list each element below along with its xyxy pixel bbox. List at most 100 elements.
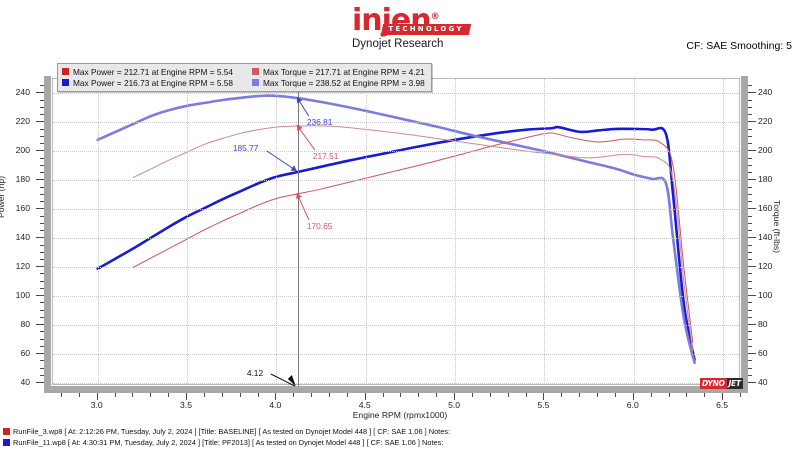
y-axis-right-tick-label: 200 xyxy=(758,145,773,156)
y-axis-right-tick-label: 100 xyxy=(758,290,773,301)
y-axis-left-tick-label: 180 xyxy=(15,174,30,185)
axis-tick xyxy=(748,179,756,181)
axis-tick xyxy=(748,222,752,224)
axis-tick xyxy=(40,367,44,369)
plot-canvas xyxy=(52,78,740,386)
axis-tick xyxy=(668,393,670,397)
grid-line-horizontal xyxy=(53,238,739,240)
axis-tick xyxy=(748,309,752,311)
legend-item-max-power-pf2013: Max Power = 216.73 at Engine RPM = 5.58 xyxy=(62,78,238,88)
axis-tick xyxy=(561,393,563,397)
grid-line-horizontal xyxy=(53,296,739,298)
x-axis-tick-label: 5.0 xyxy=(448,400,461,410)
axis-tick xyxy=(36,266,44,268)
chart-legend: Max Power = 212.71 at Engine RPM = 5.54 … xyxy=(57,63,432,92)
y-axis-right-bar xyxy=(741,76,748,387)
registered-mark-icon: ® xyxy=(430,12,440,22)
axis-tick xyxy=(748,324,756,326)
axis-tick xyxy=(722,393,724,400)
y-axis-left-tick-label: 160 xyxy=(15,203,30,214)
axis-tick xyxy=(203,393,205,397)
y-axis-left-tick-label: 40 xyxy=(20,377,30,388)
y-axis-right-tick-label: 40 xyxy=(758,377,768,388)
axis-tick xyxy=(40,230,44,232)
axis-tick xyxy=(748,143,752,145)
run-file-row-baseline: RunFile_3.wp8 [ At: 2:12:26 PM, Tuesday,… xyxy=(0,426,800,437)
grid-line-vertical xyxy=(276,79,278,384)
axis-tick xyxy=(748,114,752,116)
axis-tick xyxy=(40,114,44,116)
axis-tick xyxy=(748,266,756,268)
grid-line-horizontal xyxy=(53,180,739,182)
x-axis-title: Engine RPM (rpmx1000) xyxy=(352,410,448,420)
grid-line-vertical xyxy=(633,79,635,384)
axis-tick xyxy=(36,92,44,94)
axis-tick xyxy=(40,287,44,289)
axis-tick xyxy=(471,393,473,397)
x-axis-tick-label: 4.5 xyxy=(358,400,371,410)
axis-tick xyxy=(150,393,152,397)
legend-label: Max Torque = 217.71 at Engine RPM = 4.21 xyxy=(263,66,425,77)
axis-tick xyxy=(168,393,170,397)
axis-tick xyxy=(257,393,259,397)
grid-line-vertical xyxy=(544,79,546,384)
axis-tick xyxy=(489,393,491,397)
axis-tick xyxy=(40,143,44,145)
annotation-value-label: 236.81 xyxy=(306,117,333,128)
annotation-value-label: 185.77 xyxy=(232,143,259,153)
axis-tick xyxy=(60,393,62,397)
grid-line-vertical xyxy=(723,79,725,384)
y-axis-right-tick-label: 80 xyxy=(758,319,768,330)
axis-tick xyxy=(40,215,44,217)
axis-tick xyxy=(40,135,44,137)
axis-tick xyxy=(40,273,44,275)
axis-tick xyxy=(36,295,44,297)
axis-tick xyxy=(632,393,634,400)
axis-tick xyxy=(36,353,44,355)
cursor-rpm-line[interactable] xyxy=(297,79,299,386)
axis-tick xyxy=(40,309,44,311)
axis-tick xyxy=(748,251,752,253)
axis-tick xyxy=(748,172,752,174)
run-color-flag-icon xyxy=(3,428,10,435)
curve-torque-runfile-3-baseline xyxy=(132,125,694,352)
axis-tick xyxy=(748,237,756,239)
legend-item-max-torque-baseline: Max Torque = 217.71 at Engine RPM = 4.21 xyxy=(252,67,425,77)
grid-line-horizontal xyxy=(53,383,739,385)
axis-tick xyxy=(748,374,752,376)
y-axis-right-tick-label: 160 xyxy=(758,203,773,214)
x-axis-bar xyxy=(44,386,748,393)
axis-tick xyxy=(364,393,366,400)
axis-tick xyxy=(221,393,223,397)
axis-tick xyxy=(114,393,116,397)
axis-tick xyxy=(525,393,527,397)
axis-tick xyxy=(40,85,44,87)
grid-line-horizontal xyxy=(53,122,739,124)
y-axis-left-bar xyxy=(44,76,51,387)
y-axis-right-tick-label: 140 xyxy=(758,232,773,243)
axis-tick xyxy=(328,393,330,397)
axis-tick xyxy=(748,367,752,369)
y-axis-right-tick-label: 180 xyxy=(758,174,773,185)
y-axis-left-tick-label: 100 xyxy=(15,290,30,301)
axis-tick xyxy=(748,360,752,362)
axis-tick xyxy=(40,106,44,108)
y-axis-left-tick-label: 220 xyxy=(15,116,30,127)
grid-line-horizontal xyxy=(53,93,739,95)
annotation-value-label: 217.51 xyxy=(312,151,339,162)
axis-tick xyxy=(748,201,752,203)
axis-tick xyxy=(686,393,688,397)
axis-tick xyxy=(40,244,44,246)
y-axis-left-tick-label: 140 xyxy=(15,232,30,243)
axis-tick xyxy=(748,99,752,101)
axis-tick xyxy=(748,121,756,123)
legend-swatch-blue xyxy=(62,79,69,86)
axis-tick xyxy=(36,324,44,326)
y-axis-right-tick-label: 60 xyxy=(758,348,768,359)
y-axis-left-title: Power (hp) xyxy=(0,175,6,218)
axis-tick xyxy=(740,393,741,397)
axis-tick xyxy=(748,287,752,289)
axis-tick xyxy=(36,382,44,384)
axis-tick xyxy=(40,360,44,362)
